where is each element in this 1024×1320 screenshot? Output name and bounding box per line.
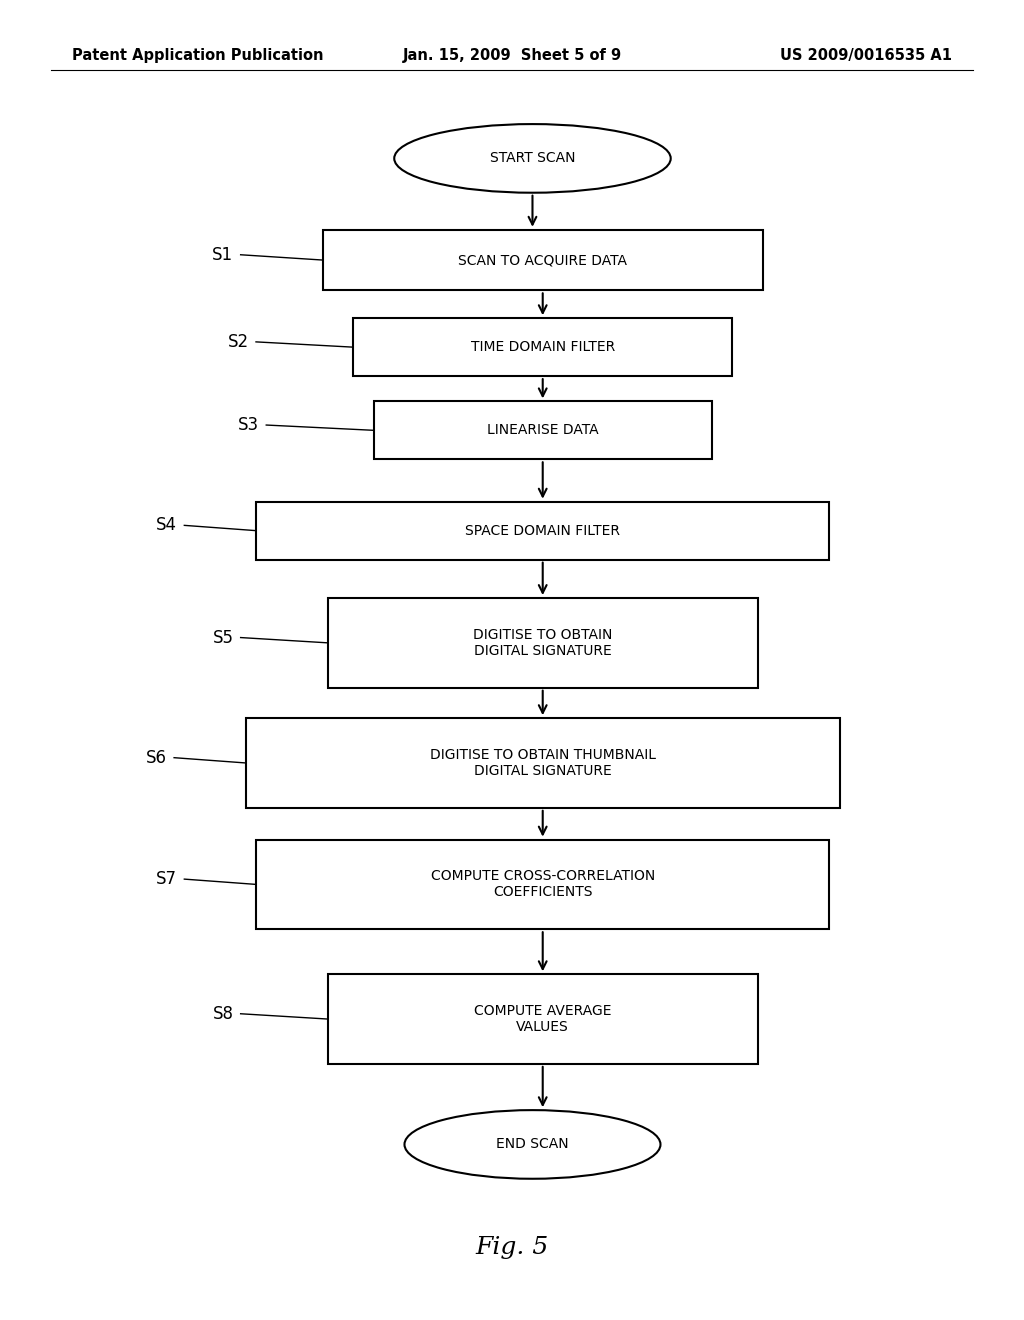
Ellipse shape [394, 124, 671, 193]
Bar [323, 230, 763, 290]
Text: US 2009/0016535 A1: US 2009/0016535 A1 [780, 48, 952, 63]
Text: COMPUTE AVERAGE
VALUES: COMPUTE AVERAGE VALUES [474, 1005, 611, 1034]
Text: DIGITISE TO OBTAIN
DIGITAL SIGNATURE: DIGITISE TO OBTAIN DIGITAL SIGNATURE [473, 628, 612, 657]
Text: S1: S1 [212, 246, 233, 264]
Bar [256, 840, 829, 929]
Text: END SCAN: END SCAN [497, 1138, 568, 1151]
Bar [256, 502, 829, 560]
Text: S7: S7 [156, 870, 177, 888]
Text: Fig. 5: Fig. 5 [475, 1236, 549, 1259]
Ellipse shape [404, 1110, 660, 1179]
Bar [246, 718, 840, 808]
Text: START SCAN: START SCAN [489, 152, 575, 165]
Text: DIGITISE TO OBTAIN THUMBNAIL
DIGITAL SIGNATURE: DIGITISE TO OBTAIN THUMBNAIL DIGITAL SIG… [430, 748, 655, 777]
Text: S6: S6 [145, 748, 167, 767]
Text: SPACE DOMAIN FILTER: SPACE DOMAIN FILTER [465, 524, 621, 537]
Text: S3: S3 [238, 416, 259, 434]
Text: COMPUTE CROSS-CORRELATION
COEFFICIENTS: COMPUTE CROSS-CORRELATION COEFFICIENTS [431, 870, 654, 899]
Bar [328, 598, 758, 688]
Bar [328, 974, 758, 1064]
Text: S2: S2 [227, 333, 249, 351]
Text: Patent Application Publication: Patent Application Publication [72, 48, 324, 63]
Bar [374, 401, 712, 459]
Text: SCAN TO ACQUIRE DATA: SCAN TO ACQUIRE DATA [458, 253, 628, 267]
Text: S5: S5 [212, 628, 233, 647]
Text: LINEARISE DATA: LINEARISE DATA [486, 424, 599, 437]
Text: Jan. 15, 2009  Sheet 5 of 9: Jan. 15, 2009 Sheet 5 of 9 [402, 48, 622, 63]
Text: S4: S4 [156, 516, 177, 535]
Text: S8: S8 [212, 1005, 233, 1023]
Text: TIME DOMAIN FILTER: TIME DOMAIN FILTER [471, 341, 614, 354]
Bar [353, 318, 732, 376]
